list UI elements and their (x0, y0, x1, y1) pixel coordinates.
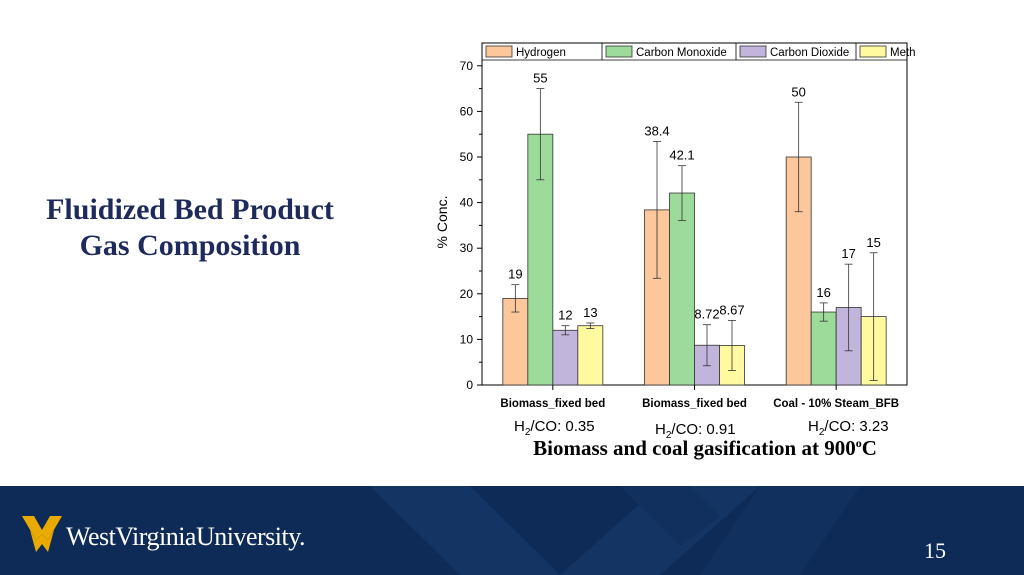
y-tick-label: 20 (460, 287, 474, 301)
legend-entry: Carbon Dioxide (770, 47, 849, 59)
legend-swatch (739, 45, 767, 58)
h2-co-ratio-3: H2/CO: 3.23 (808, 418, 889, 438)
wvu-wordmark: WestVirginiaUniversity. (66, 522, 306, 551)
y-tick-label: 50 (460, 150, 474, 164)
x-tick-label: Biomass_fixed bed (500, 398, 605, 410)
y-axis-label: % Conc. (434, 196, 450, 249)
legend-entry: Hydrogen (516, 47, 566, 59)
data-label: 19 (508, 267, 522, 282)
x-tick-label: Biomass_fixed bed (642, 398, 747, 410)
data-label: 8.67 (719, 302, 744, 317)
h2-co-ratio-1: H2/CO: 0.35 (514, 418, 595, 438)
data-label: 15 (866, 235, 880, 250)
data-label: 8.72 (694, 307, 719, 322)
bar-methane (577, 325, 604, 386)
bar-carbon-monoxide (669, 192, 695, 386)
slide-title-line-2: Gas Composition (79, 229, 301, 262)
bar-carbon-dioxide (552, 329, 579, 386)
y-tick-label: 40 (460, 196, 474, 210)
footer-chevron-pattern (370, 486, 860, 575)
data-label: 50 (791, 84, 805, 99)
data-label: 17 (841, 246, 855, 261)
slide-title: Fluidized Bed Product Gas Composition (10, 192, 370, 264)
x-tick-label: Coal - 10% Steam_BFB (773, 398, 899, 410)
data-label: 55 (533, 71, 547, 86)
page-number: 15 (924, 538, 946, 563)
gas-composition-chart: 0 10 20 30 40 50 60 70 % Conc. 19 55 12 13 Biomass_fi… (434, 42, 915, 410)
slide-title-line-1: Fluidized Bed Product (46, 193, 334, 226)
legend-swatch (485, 45, 513, 58)
data-label: 38.4 (644, 123, 669, 138)
bar-carbon-monoxide (810, 311, 837, 386)
legend-swatch (859, 45, 887, 58)
h2-co-ratio-2: H2/CO: 0.91 (655, 421, 736, 441)
legend-entry: Carbon Monoxide (636, 47, 727, 59)
data-label: 13 (583, 305, 597, 320)
wvu-flying-wv-logo-icon (22, 516, 62, 552)
y-tick-label: 30 (460, 241, 474, 255)
y-tick-label: 60 (460, 104, 474, 118)
legend-swatch (605, 45, 633, 58)
y-tick-label: 10 (460, 332, 474, 346)
y-tick-label: 70 (460, 59, 474, 73)
data-label: 12 (558, 308, 572, 323)
y-tick-label: 0 (466, 378, 473, 392)
data-label: 16 (816, 285, 830, 300)
data-label: 42.1 (669, 148, 694, 163)
chart-caption: Biomass and coal gasification at 900oC (533, 436, 877, 460)
legend-entry: Methane (890, 47, 915, 59)
footer-band: WestVirginiaUniversity. 15 (0, 486, 1024, 575)
